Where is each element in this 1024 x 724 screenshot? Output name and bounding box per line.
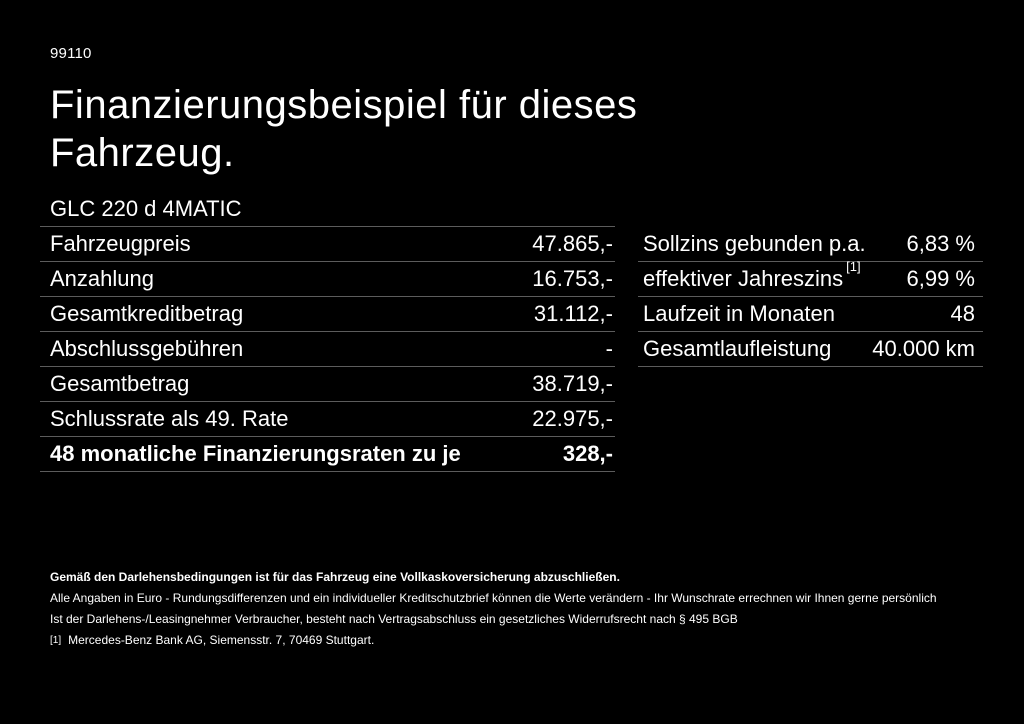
page-title: Finanzierungsbeispiel für dieses Fahrzeug… [50, 81, 637, 177]
row-label: Gesamtlaufleistung [643, 336, 832, 361]
footnote-reference: [1] [846, 258, 861, 274]
model-row: GLC 220 d 4MATIC [40, 192, 615, 227]
row-value: 40.000 km [872, 336, 975, 361]
page-title-line1: Finanzierungsbeispiel für dieses [50, 83, 638, 127]
footnote-text: Mercedes-Benz Bank AG, Siemensstr. 7, 70… [68, 633, 375, 647]
row-value: 16.753,- [532, 266, 613, 291]
row-label: Fahrzeugpreis [50, 231, 191, 256]
table-row: Sollzins gebunden p.a. 6,83 % [638, 227, 983, 262]
model-name: GLC 220 d 4MATIC [50, 196, 242, 221]
footnote-marker: [1] [50, 635, 62, 646]
financing-table: GLC 220 d 4MATIC Fahrzeugpreis 47.865,- … [40, 192, 615, 472]
row-label: Abschlussgebühren [50, 336, 244, 361]
row-label: Sollzins gebunden p.a. [643, 231, 866, 256]
row-value: 48 [950, 301, 975, 326]
row-label: 48 monatliche Finanzierungsraten zu je [50, 441, 461, 466]
table-row: Laufzeit in Monaten 48 [638, 297, 983, 332]
table-row: Schlussrate als 49. Rate 22.975,- [40, 402, 615, 437]
row-label: Laufzeit in Monaten [643, 301, 836, 326]
row-label: Gesamtbetrag [50, 371, 190, 396]
table-row-monthly-rate: 48 monatliche Finanzierungsraten zu je 3… [40, 437, 615, 472]
row-value: 47.865,- [532, 231, 613, 256]
document-number: 99110 [50, 45, 92, 62]
table-row: Abschlussgebühren - [40, 332, 615, 367]
row-value: 6,99 % [906, 266, 976, 291]
footnote: [1] Mercedes-Benz Bank AG, Siemensstr. 7,… [50, 630, 1015, 652]
legal-footer: Gemäß den Darlehensbedingungen ist für d… [50, 567, 1015, 652]
row-value: 31.112,- [533, 301, 613, 326]
row-value: 328,- [562, 441, 613, 466]
row-label: Gesamtkreditbetrag [50, 301, 244, 326]
page-title-line2: Fahrzeug. [50, 131, 235, 175]
row-value: - [605, 336, 613, 361]
row-label: effektiver Jahreszins [1] [643, 258, 861, 291]
conditions-table: Sollzins gebunden p.a. 6,83 % effektiver… [638, 227, 983, 367]
row-label: Anzahlung [50, 266, 154, 291]
insurance-note: Gemäß den Darlehensbedingungen ist für d… [50, 570, 620, 584]
row-label: Schlussrate als 49. Rate [50, 406, 289, 431]
table-row: Anzahlung 16.753,- [40, 262, 615, 297]
table-row: Gesamtlaufleistung 40.000 km [638, 332, 983, 367]
disclaimer-line: Ist der Darlehens-/Leasingnehmer Verbrau… [50, 612, 738, 626]
row-value: 6,83 % [906, 231, 976, 256]
table-row: Gesamtkreditbetrag 31.112,- [40, 297, 615, 332]
table-row: Gesamtbetrag 38.719,- [40, 367, 615, 402]
table-row: Fahrzeugpreis 47.865,- [40, 227, 615, 262]
row-value: 22.975,- [532, 406, 613, 431]
disclaimer-line: Alle Angaben in Euro - Rundungsdifferenz… [50, 591, 937, 605]
table-row: effektiver Jahreszins [1] 6,99 % [638, 258, 983, 297]
row-value: 38.719,- [532, 371, 613, 396]
